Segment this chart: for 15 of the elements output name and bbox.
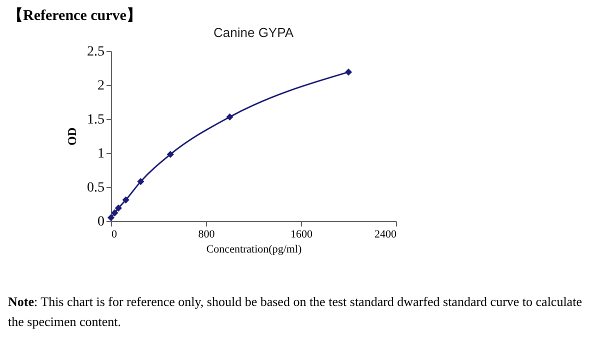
- x-tick-label: 800: [198, 228, 216, 240]
- y-tick-label: 1: [98, 146, 104, 162]
- x-tick-label: 0: [112, 228, 118, 240]
- y-axis-title: OD: [65, 127, 79, 146]
- x-tick-label: 1600: [290, 228, 313, 240]
- y-tick-label: 1.5: [87, 112, 104, 128]
- y-tick-label: 2: [98, 78, 104, 94]
- x-axis-title: Concentration(pg/ml): [206, 244, 302, 256]
- y-tick-label: 2.5: [87, 44, 104, 60]
- y-tick-label: 0.5: [87, 180, 104, 196]
- text: 【Reference curve】: [8, 6, 142, 25]
- y-tick-label: 0: [98, 214, 104, 230]
- text: Note: This chart is for reference only, should be based on the test standard dwarfed standard curve to calculate the specimen content.: [8, 293, 583, 331]
- chart-title: Canine GYPA: [214, 25, 294, 40]
- x-tick-label: 2400: [374, 228, 397, 240]
